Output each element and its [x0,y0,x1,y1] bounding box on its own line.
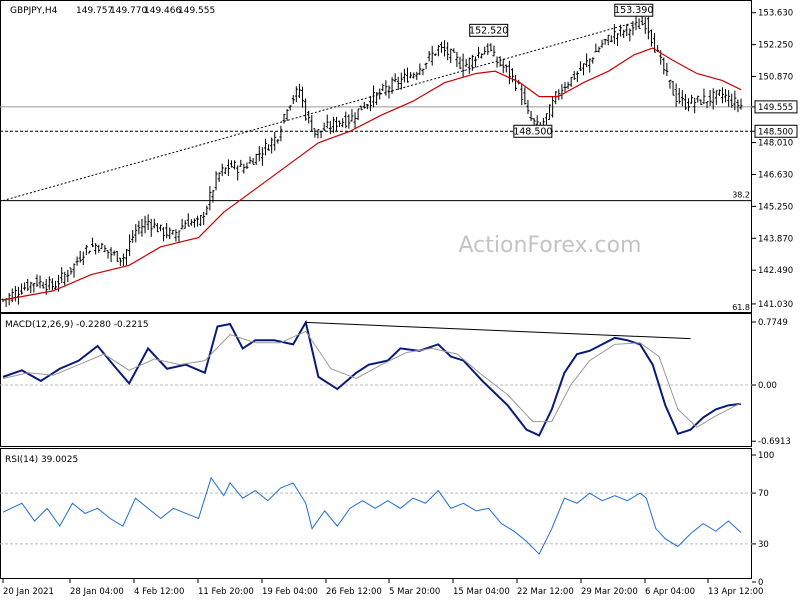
annotation-box-1 [614,3,654,17]
price-tick-label-4: 148.500 [758,127,793,137]
x-tick-label-4: 19 Feb 04:00 [262,587,318,597]
macd-trendline [305,321,691,340]
rsi-title: RSI(14) 39.0025 [5,455,78,465]
annotation-label-2: 148.500 [513,126,552,137]
price-header-high: 149.770 [110,6,147,16]
price-trendline [2,22,634,202]
x-tick-label-11: 13 Apr 12:00 [708,587,763,597]
x-tick-label-8: 22 Mar 12:00 [517,587,574,597]
price-tick-label-3: 149.555 [758,103,793,113]
price-tag-4 [754,124,798,138]
macd-panel-frame [0,313,752,447]
price-layer: 152.520 153.390 148.500 [1,3,743,308]
rsi-tick-label-3: 0 [758,578,763,588]
rsi-line [2,476,742,555]
x-tick-label-5: 26 Feb 12:00 [326,587,382,597]
price-tick-label-0: 153.630 [758,9,793,19]
rsi-layer [0,476,752,555]
price-header-close: 149.555 [178,6,215,16]
annotation-box-2 [513,124,553,138]
price-tick-label-6: 146.630 [758,170,793,180]
price-lines-layer: 38.2 61.8 [0,22,752,312]
x-tick-label-7: 15 Mar 04:00 [453,587,510,597]
rsi-tick-label-1: 70 [758,489,769,499]
price-tick-label-8: 143.870 [758,234,793,244]
macd-layer [0,319,752,437]
price-header-symbol: GBPJPY,H4 [10,6,58,16]
moving-average-line [2,47,742,301]
macd-series-1 [2,330,742,428]
x-tick-label-2: 4 Feb 12:00 [134,587,184,597]
macd-series-0 [2,319,742,437]
price-tick-label-1: 152.250 [758,41,793,51]
x-tick-label-0: 20 Jan 2021 [3,587,54,597]
price-tag-3 [754,100,798,114]
annotation-label-1: 153.390 [614,5,653,16]
fib-label-2: 38.2 [732,191,750,200]
price-tick-label-2: 150.870 [758,72,793,82]
x-tick-label-3: 11 Feb 20:00 [198,587,254,597]
x-tick-label-1: 28 Jan 04:00 [70,587,124,597]
x-tick-label-6: 5 Mar 20:00 [389,587,440,597]
x-tick-label-9: 29 Mar 20:00 [581,587,638,597]
annotation-label-0: 152.520 [469,25,508,36]
macd-tick-label-1: 0.00 [758,381,777,391]
rsi-panel-frame [0,448,752,579]
price-header-open: 149.757 [76,6,113,16]
macd-tick-label-2: -0.6913 [758,437,791,447]
rsi-tick-label-0: 100 [758,451,774,461]
macd-title: MACD(12,26,9) -0.2280 -0.2215 [5,320,149,330]
x-tick-label-10: 6 Apr 04:00 [645,587,695,597]
axes-layer: 153.630 152.250 150.870 149.555 148.500 148.0… [2,9,798,597]
watermark: ActionForex.com [459,233,642,258]
price-tick-label-10: 141.030 [758,300,793,310]
fib-label-bottom: 61.8 [732,303,750,312]
annotation-box-0 [469,23,509,37]
price-tick-label-5: 148.010 [758,139,793,149]
price-header-low: 149.466 [144,6,181,16]
price-tick-label-9: 142.490 [758,266,793,276]
macd-tick-label-0: 0.7749 [758,318,788,328]
rsi-tick-label-2: 30 [758,540,769,550]
price-panel-frame [0,0,752,313]
price-tick-label-7: 145.250 [758,202,793,212]
